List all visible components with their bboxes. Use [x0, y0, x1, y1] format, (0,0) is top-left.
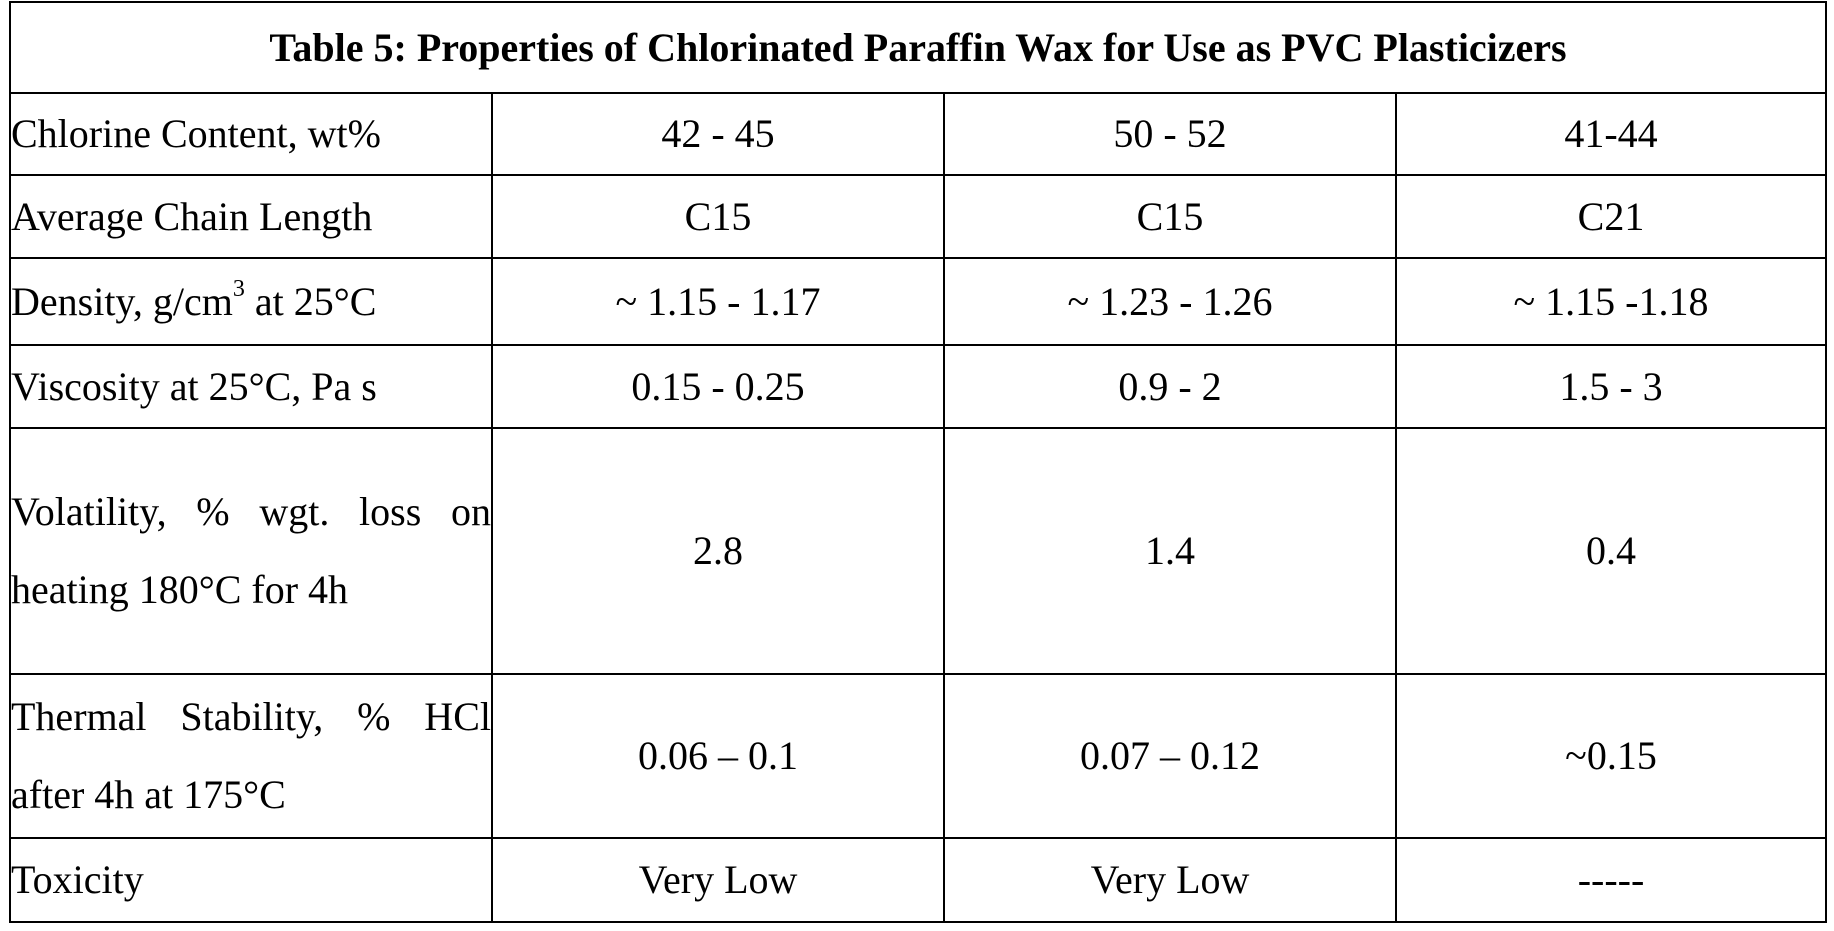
table-cell: ----- [1396, 838, 1826, 922]
table-cell: 41-44 [1396, 93, 1826, 175]
row-label: Chlorine Content, wt% [10, 93, 492, 175]
table-cell: 0.4 [1396, 428, 1826, 674]
table-cell: ~0.15 [1396, 674, 1826, 838]
table-cell: 50 - 52 [944, 93, 1396, 175]
row-label: Thermal Stability, % HCl after 4h at 175… [10, 674, 492, 838]
table-row: Thermal Stability, % HCl after 4h at 175… [10, 674, 1826, 838]
table-cell: 2.8 [492, 428, 944, 674]
properties-table: Table 5: Properties of Chlorinated Paraf… [9, 1, 1827, 923]
table-cell: 1.5 - 3 [1396, 345, 1826, 428]
table-row: Average Chain Length C15 C15 C21 [10, 175, 1826, 258]
row-label: Density, g/cm3 at 25°C [10, 258, 492, 345]
table-cell: 0.06 – 0.1 [492, 674, 944, 838]
table-cell: C15 [944, 175, 1396, 258]
table-cell: ~ 1.15 -1.18 [1396, 258, 1826, 345]
table-row: Volatility, % wgt. loss on heating 180°C… [10, 428, 1826, 674]
table-cell: 0.15 - 0.25 [492, 345, 944, 428]
row-label: Viscosity at 25°C, Pa s [10, 345, 492, 428]
density-label-text: Density, g/cm [11, 279, 233, 324]
table-cell: 0.07 – 0.12 [944, 674, 1396, 838]
table-cell: Very Low [944, 838, 1396, 922]
table-cell: 1.4 [944, 428, 1396, 674]
table-row: Density, g/cm3 at 25°C ~ 1.15 - 1.17 ~ 1… [10, 258, 1826, 345]
table-cell: ~ 1.15 - 1.17 [492, 258, 944, 345]
row-label: Average Chain Length [10, 175, 492, 258]
table-title: Table 5: Properties of Chlorinated Paraf… [10, 2, 1826, 93]
table-cell: 42 - 45 [492, 93, 944, 175]
table-cell: ~ 1.23 - 1.26 [944, 258, 1396, 345]
table-cell: 0.9 - 2 [944, 345, 1396, 428]
table-cell: C21 [1396, 175, 1826, 258]
density-label-suffix: at 25°C [245, 279, 377, 324]
density-unit-superscript: 3 [233, 276, 245, 302]
row-label: Toxicity [10, 838, 492, 922]
row-label: Volatility, % wgt. loss on heating 180°C… [10, 428, 492, 674]
table-row: Toxicity Very Low Very Low ----- [10, 838, 1826, 922]
table-row: Chlorine Content, wt% 42 - 45 50 - 52 41… [10, 93, 1826, 175]
table-cell: C15 [492, 175, 944, 258]
table-row: Viscosity at 25°C, Pa s 0.15 - 0.25 0.9 … [10, 345, 1826, 428]
table-cell: Very Low [492, 838, 944, 922]
